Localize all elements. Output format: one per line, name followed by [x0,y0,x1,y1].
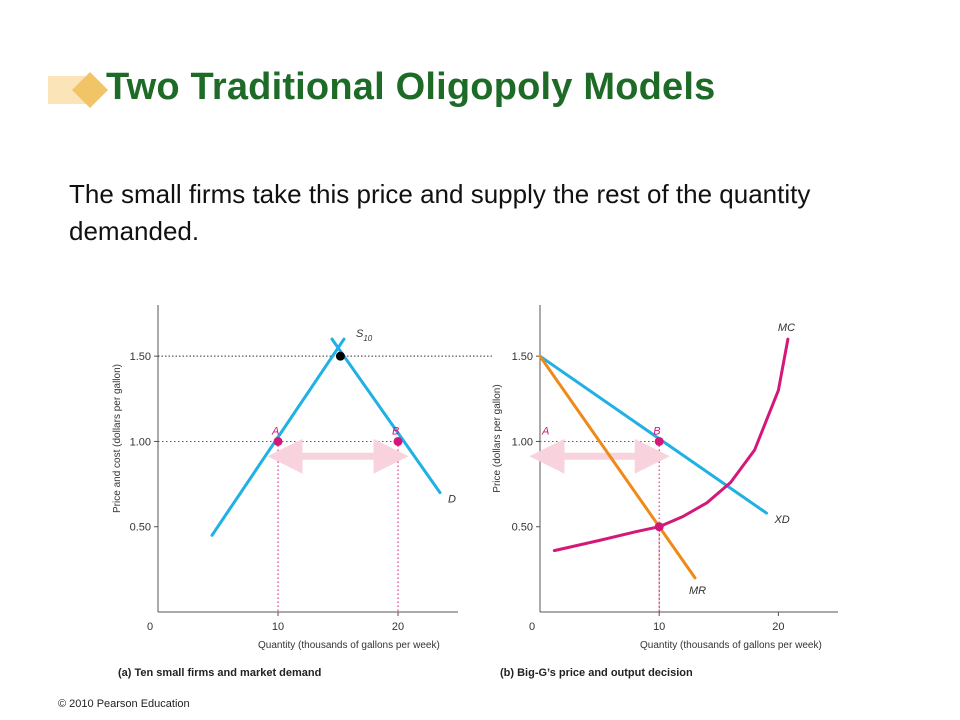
data-point-b [393,436,403,446]
series-label-d: D [448,494,456,506]
copyright-notice: © 2010 Pearson Education [58,698,190,710]
x-tick-label: 10 [653,621,665,633]
y-tick-label: 1.50 [512,351,533,363]
y-tick-label: 1.00 [130,436,151,448]
point-label-b: B [653,425,660,437]
series-label-subscript: 10 [363,334,372,343]
series-label-mc: MC [778,322,795,334]
y-axis-label: Price and cost (dollars per gallon) [112,364,123,513]
x-tick-label: 20 [772,621,784,633]
series-label-xd: XD [773,514,789,526]
y-tick-label: 0.50 [130,522,151,534]
x-axis-label: Quantity (thousands of gallons per week) [258,640,440,651]
point-label-a: A [541,425,549,437]
x-tick-label: 10 [272,621,284,633]
y-tick-label: 1.50 [130,351,151,363]
x-axis-label: Quantity (thousands of gallons per week) [640,640,822,651]
data-point-b [654,436,664,446]
data-point [335,351,345,361]
y-axis-label: Price (dollars per gallon) [492,384,503,492]
y-tick-label: 1.00 [512,436,533,448]
series-line-mc [552,337,790,553]
series-line-xd [538,354,768,515]
series-label-s10: S10 [356,328,373,343]
data-point [654,522,664,532]
x-tick-label: 20 [392,621,404,633]
x-tick-label: 0 [147,621,153,633]
chart-panel-a: 0.50 1.00 1.50 0 10 20 Quantity (thousands of … [112,305,492,679]
title-bullet-icon [48,72,108,108]
slide-title: Two Traditional Oligopoly Models [106,66,716,108]
point-label-b: B [392,425,399,437]
slide-body-text: The small firms take this price and supp… [69,179,811,246]
chart-caption: (b) Big-G’s price and output decision [500,667,693,679]
chart-panel-b: 0.50 1.00 1.50 0 10 20 Quantity (thousands of … [492,305,838,679]
title-bullet-diamond [72,72,108,108]
y-tick-label: 0.50 [512,522,533,534]
chart-caption: (a) Ten small firms and market demand [118,667,321,679]
x-tick-label: 0 [529,621,535,633]
series-label-mr: MR [689,585,706,597]
point-label-a: A [271,425,279,437]
series-line-d [330,337,442,495]
data-point-a [273,436,283,446]
series-line-mr [538,354,697,580]
